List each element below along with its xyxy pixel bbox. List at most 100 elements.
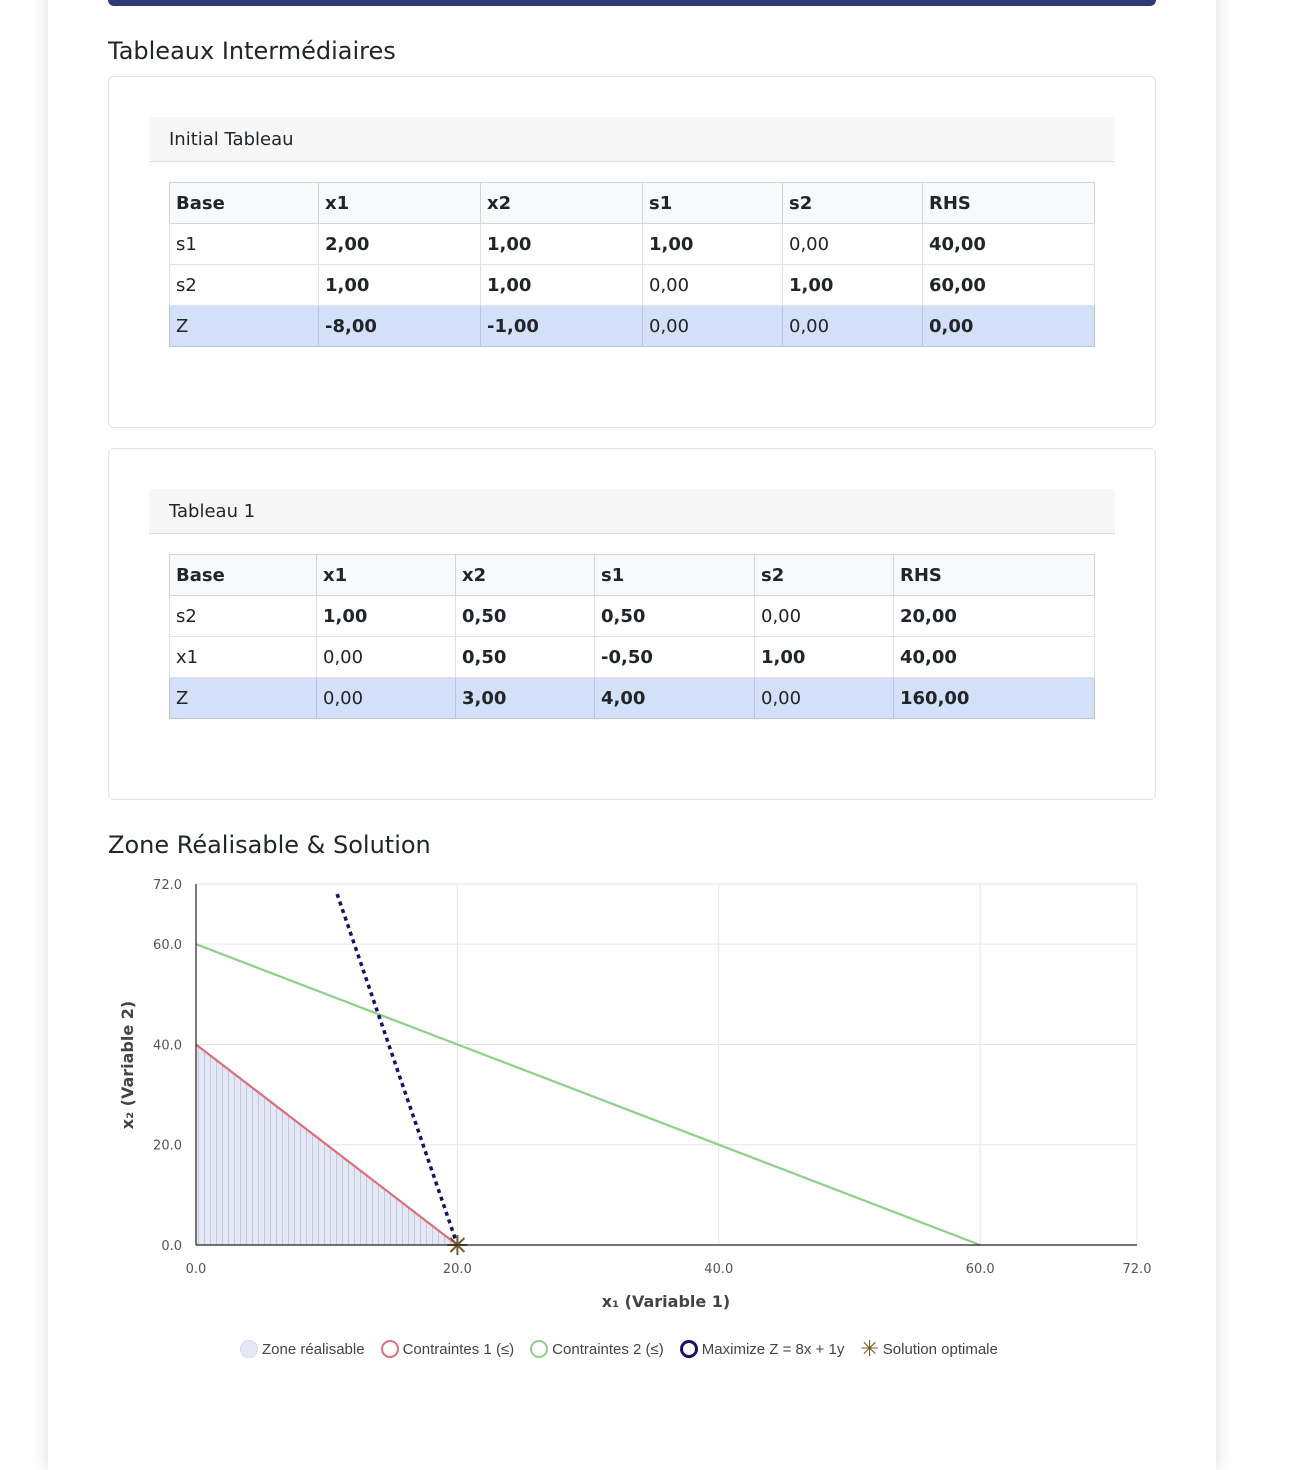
- table-cell: 1,00: [642, 223, 783, 265]
- legend-label: Zone réalisable: [262, 1340, 365, 1358]
- table-cell: 0,00: [782, 223, 923, 265]
- header-cell: x1: [318, 182, 481, 224]
- table-cell: 0,00: [642, 305, 783, 347]
- table-cell: -0,50: [594, 636, 755, 678]
- table-cell: -8,00: [318, 305, 481, 347]
- legend-swatch: [679, 1340, 698, 1358]
- top-accent-bar: [108, 0, 1156, 6]
- legend-item-feasible-zone[interactable]: Zone réalisable: [240, 1340, 365, 1358]
- base-cell: x1: [169, 636, 317, 678]
- table-cell: 1,00: [316, 595, 456, 637]
- table-cell: -1,00: [480, 305, 643, 347]
- table-row: s2 1,00 1,00 0,00 1,00 60,00: [169, 264, 1095, 306]
- table-cell: 3,00: [455, 677, 595, 719]
- x-tick-label: 40.0: [704, 1262, 733, 1277]
- table-row: s1 2,00 1,00 1,00 0,00 40,00: [169, 223, 1095, 265]
- chart-axes: 0.0 20.0 40.0 60.0 72.0 0.0 20.0 40.0 60.0 72.0: [153, 878, 1151, 1277]
- table-cell: 20,00: [893, 595, 1095, 637]
- x-tick-label: 72.0: [1123, 1262, 1152, 1277]
- header-cell: s1: [594, 554, 755, 596]
- base-cell: Z: [169, 677, 317, 719]
- table-cell: 1,00: [480, 223, 643, 265]
- table-cell: 40,00: [922, 223, 1095, 265]
- table-cell: 0,00: [754, 595, 894, 637]
- table-cell: 1,00: [782, 264, 923, 306]
- y-axis-label: x₂ (Variable 2): [118, 1001, 137, 1130]
- header-cell: s2: [782, 182, 923, 224]
- y-tick-label: 0.0: [161, 1239, 182, 1254]
- header-cell: RHS: [922, 182, 1095, 224]
- table-cell: 0,00: [642, 264, 783, 306]
- tableau-card-initial: Initial Tableau Base x1 x2 s1 s2 RHS s1 …: [108, 76, 1156, 428]
- simplex-tableau-table: Base x1 x2 s1 s2 RHS s2 1,00 0,50 0,50 0…: [169, 554, 1095, 719]
- objective-row: Z -8,00 -1,00 0,00 0,00 0,00: [169, 305, 1095, 347]
- header-cell: x2: [455, 554, 595, 596]
- header-cell: Base: [169, 554, 317, 596]
- base-cell: s2: [169, 264, 319, 306]
- base-cell: s2: [169, 595, 317, 637]
- x-tick-label: 0.0: [186, 1262, 207, 1277]
- table-cell: 0,50: [455, 595, 595, 637]
- chart-series: [195, 893, 981, 1255]
- table-cell: 0,00: [922, 305, 1095, 347]
- table-cell: 160,00: [893, 677, 1095, 719]
- legend-swatch: [240, 1340, 258, 1358]
- objective-row: Z 0,00 3,00 4,00 0,00 160,00: [169, 677, 1095, 719]
- chart-svg: 0.0 20.0 40.0 60.0 72.0 0.0 20.0 40.0 60.0 72.0 x…: [118, 878, 1151, 1311]
- header-cell: s1: [642, 182, 783, 224]
- table-cell: 1,00: [480, 264, 643, 306]
- table-cell: 60,00: [922, 264, 1095, 306]
- legend-item-optimal-solution[interactable]: ✳ Solution optimale: [860, 1336, 998, 1361]
- objective-line: [335, 893, 460, 1246]
- legend-label: Contraintes 1 (≤): [402, 1340, 515, 1358]
- tableau-header: Tableau 1: [149, 489, 1115, 534]
- legend-swatch: [530, 1340, 549, 1358]
- y-tick-label: 20.0: [153, 1139, 182, 1154]
- table-row: s2 1,00 0,50 0,50 0,00 20,00: [169, 595, 1095, 637]
- table-cell: 0,50: [455, 636, 595, 678]
- table-cell: 1,00: [318, 264, 481, 306]
- zone-section-title: Zone Réalisable & Solution: [108, 831, 431, 859]
- legend-item-constraint-1[interactable]: Contraintes 1 (≤): [380, 1340, 515, 1358]
- tableau-card-1: Tableau 1 Base x1 x2 s1 s2 RHS s2 1,00 0…: [108, 448, 1156, 800]
- tableau-header: Initial Tableau: [149, 117, 1115, 162]
- table-cell: 40,00: [893, 636, 1095, 678]
- header-cell: Base: [169, 182, 319, 224]
- table-cell: 2,00: [318, 223, 481, 265]
- header-cell: s2: [754, 554, 894, 596]
- x-tick-label: 20.0: [443, 1262, 472, 1277]
- x-tick-label: 60.0: [966, 1262, 995, 1277]
- base-cell: Z: [169, 305, 319, 347]
- y-tick-label: 40.0: [153, 1038, 182, 1053]
- base-cell: s1: [169, 223, 319, 265]
- table-header-row: Base x1 x2 s1 s2 RHS: [169, 554, 1095, 596]
- tableau-title: Tableau 1: [169, 501, 256, 522]
- table-header-row: Base x1 x2 s1 s2 RHS: [169, 182, 1095, 224]
- table-cell: 4,00: [594, 677, 755, 719]
- table-cell: 1,00: [754, 636, 894, 678]
- header-cell: RHS: [893, 554, 1095, 596]
- table-row: x1 0,00 0,50 -0,50 1,00 40,00: [169, 636, 1095, 678]
- tableaux-section-title: Tableaux Intermédiaires: [108, 37, 396, 65]
- simplex-tableau-table: Base x1 x2 s1 s2 RHS s1 2,00 1,00 1,00 0…: [169, 182, 1095, 347]
- y-tick-label: 60.0: [153, 938, 182, 953]
- legend-item-constraint-2[interactable]: Contraintes 2 (≤): [530, 1340, 664, 1358]
- legend-swatch: [380, 1340, 399, 1358]
- table-cell: 0,00: [316, 636, 456, 678]
- table-cell: 0,50: [594, 595, 755, 637]
- y-tick-label: 72.0: [153, 878, 182, 893]
- header-cell: x2: [480, 182, 643, 224]
- legend-item-objective[interactable]: Maximize Z = 8x + 1y: [679, 1340, 845, 1358]
- constraint-line: [195, 1043, 459, 1246]
- table-cell: 0,00: [754, 677, 894, 719]
- chart-legend: Zone réalisable Contraintes 1 (≤) Contra…: [240, 1337, 1014, 1361]
- star-icon: ✳: [860, 1336, 879, 1361]
- constraint-line: [195, 943, 981, 1247]
- legend-label: Solution optimale: [882, 1340, 998, 1358]
- tableau-title: Initial Tableau: [169, 129, 294, 150]
- table-cell: 0,00: [782, 305, 923, 347]
- legend-label: Maximize Z = 8x + 1y: [701, 1340, 845, 1358]
- x-axis-label: x₁ (Variable 1): [602, 1292, 731, 1311]
- legend-label: Contraintes 2 (≤): [552, 1340, 664, 1358]
- feasible-region-chart: 0.0 20.0 40.0 60.0 72.0 0.0 20.0 40.0 60.0 72.0 x…: [108, 868, 1168, 1378]
